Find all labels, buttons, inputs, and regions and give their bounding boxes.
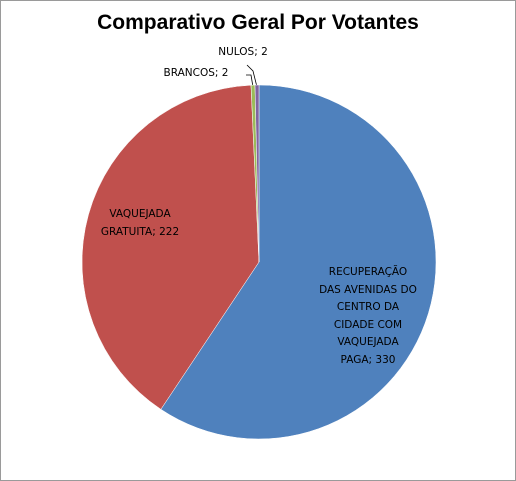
data-label: NULOS; 2 xyxy=(217,44,269,62)
label-separator: ; xyxy=(152,225,160,238)
pie-slice xyxy=(160,84,437,440)
pie-slice xyxy=(254,84,260,263)
label-value: 2 xyxy=(261,46,268,58)
label-value: 330 xyxy=(375,353,396,366)
label-category: RECUPERAÇÃO DAS AVENIDAS DO CENTRO DA CI… xyxy=(319,266,417,366)
pie-slice xyxy=(81,84,260,410)
label-separator: ; xyxy=(368,353,376,366)
label-value: 222 xyxy=(159,225,180,238)
label-category: VAQUEJADA GRATUITA xyxy=(100,208,171,238)
data-label: BRANCOS; 2 xyxy=(141,65,251,83)
label-separator: ; xyxy=(214,67,222,79)
data-label: RECUPERAÇÃO DAS AVENIDAS DO CENTRO DA CI… xyxy=(319,264,417,369)
data-label: VAQUEJADA GRATUITA; 222 xyxy=(83,206,197,241)
label-category: BRANCOS xyxy=(163,67,215,79)
leader-line xyxy=(246,64,258,88)
chart-title: Comparativo Geral Por Votantes xyxy=(97,11,419,34)
label-value: 2 xyxy=(221,67,229,79)
label-category: NULOS xyxy=(218,46,255,58)
label-separator: ; xyxy=(254,46,262,58)
leader-line xyxy=(246,74,254,88)
